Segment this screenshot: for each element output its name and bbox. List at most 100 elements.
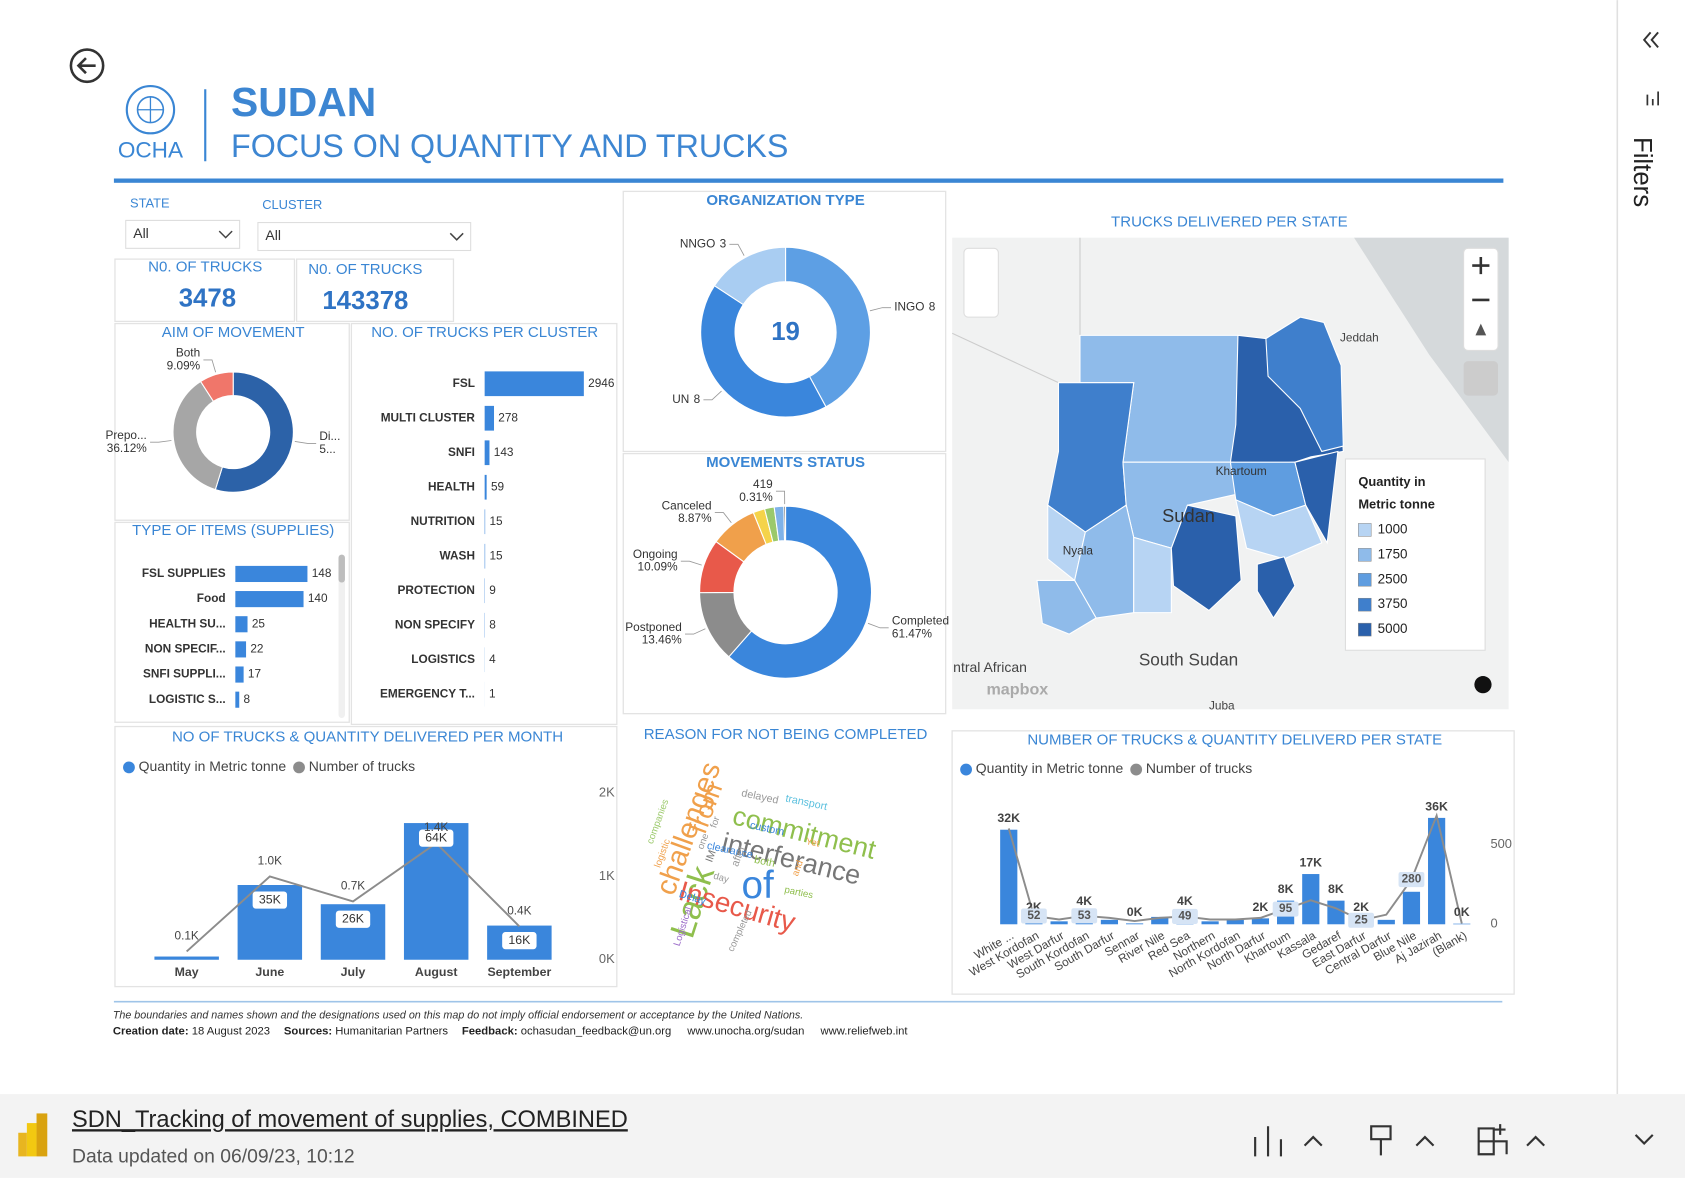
footer-label: Sources: [284,1026,332,1038]
word: day [712,871,730,886]
format-button[interactable] [1370,1125,1392,1156]
visuals-button[interactable] [1254,1126,1283,1157]
data-label: 0.1K [175,928,199,942]
word: for [708,814,722,829]
data-label: 8 [489,617,496,631]
disclaimer: The boundaries and names shown and the d… [113,1009,803,1021]
bar [484,509,486,535]
map-label: Juba [1209,698,1235,712]
filters-pane-label[interactable]: Filters [1628,137,1656,207]
slice-name: Ongoing [633,547,678,561]
word: one [696,832,712,851]
leader-line [703,390,722,401]
slice-value: 8.87% [678,511,712,525]
data-label-box [1071,908,1098,924]
kpi-label: N0. OF TRUCKS [148,259,262,276]
back-button[interactable] [69,48,105,84]
y2-tick-label: 2K [599,785,615,800]
powerbi-icon [18,1113,48,1157]
kpi-value: 3478 [179,285,236,313]
donut-slice [728,505,872,679]
panel [622,190,947,453]
y2-tick-label: 1K [599,868,615,883]
panel [951,730,1515,995]
filter-dropdown[interactable] [125,219,241,249]
filter-dropdown[interactable] [257,222,472,252]
map-tool[interactable] [963,247,999,318]
legend-label: 1750 [1378,546,1408,561]
data-label-box [1348,912,1375,928]
map-label: Khartoum [1216,464,1267,478]
data-label: 64K [425,830,448,844]
slice-name: Postponed [625,620,681,634]
slice-name: Canceled [662,498,712,512]
data-label-box [418,829,454,847]
footer-label: Feedback: [462,1026,518,1038]
scrollbar-track [338,554,345,718]
scrollbar-thumb[interactable] [338,554,345,583]
category-label: LOGISTIC S... [149,692,226,706]
report-title: SUDAN [231,79,376,125]
report-name[interactable]: SDN_Tracking of movement of supplies, CO… [72,1107,628,1133]
panel [114,725,618,988]
slice-name: Prepo... [105,428,146,442]
header-rule [113,178,1504,183]
bar [1226,919,1244,925]
data-label-box [1021,908,1047,924]
visual-title: AIM OF MOVEMENT [162,324,305,341]
word: IM [703,849,718,864]
category-label: NUTRITION [411,514,475,528]
logo-text: OCHA [118,138,183,163]
collapse-pane[interactable] [1642,31,1659,49]
data-label: 1.4K [424,820,448,834]
map-controls [963,247,1499,694]
report-subtitle: FOCUS ON QUANTITY AND TRUCKS [231,128,788,164]
x-tick-label: August [415,965,458,979]
legend-label: 5000 [1378,621,1408,636]
slice-value: 0.31% [739,490,773,504]
panel [114,521,350,723]
data-label: 15 [489,548,503,562]
data-label: 4 [489,652,496,666]
map-reset[interactable] [1463,361,1499,396]
data-label: 36K [1425,799,1448,813]
map-info[interactable] [1474,676,1492,694]
footer-link[interactable]: www.reliefweb.int [819,1026,908,1038]
bar [484,440,490,466]
pages-button[interactable] [1477,1124,1508,1156]
data-label: 8 [244,692,251,706]
data-label: 143 [494,445,514,459]
word: Yet [805,836,821,850]
data-label: 278 [498,410,518,424]
bar [484,405,495,431]
y2-tick-label: 0K [599,951,615,966]
visual-title: ORGANIZATION TYPE [706,192,864,209]
legend-marker [293,761,305,774]
donut-slice [172,380,224,491]
legend-label: Number of trucks [1146,760,1252,776]
data-label: 22 [250,642,263,656]
word: both [753,854,776,870]
visual-title: NO. OF TRUCKS PER CLUSTER [371,324,598,341]
legend-label: Number of trucks [309,758,415,774]
legend-swatch [1358,523,1372,537]
bar [1151,916,1169,925]
donut-slice [214,371,294,493]
category-label: EMERGENCY T... [380,686,475,700]
data-label: 17 [248,667,261,681]
footer-link[interactable]: www.unocha.org/sudan [686,1026,804,1038]
leader-line [729,243,745,256]
data-label: 280 [1402,872,1422,886]
app-toolbar [1254,1124,1654,1157]
slice-name: UN [672,392,689,406]
slice-label: UN 8 [672,392,700,406]
data-label: 25 [1355,912,1369,926]
data-label: 0K [1127,905,1143,919]
footer-label: Creation date: [113,1026,189,1038]
bar [1251,918,1270,925]
map-label: Sudan [1162,505,1215,526]
leader-line [775,490,786,505]
slice-value: 8 [929,300,936,314]
data-label: 1.0K [258,854,282,868]
bar [1377,919,1395,925]
